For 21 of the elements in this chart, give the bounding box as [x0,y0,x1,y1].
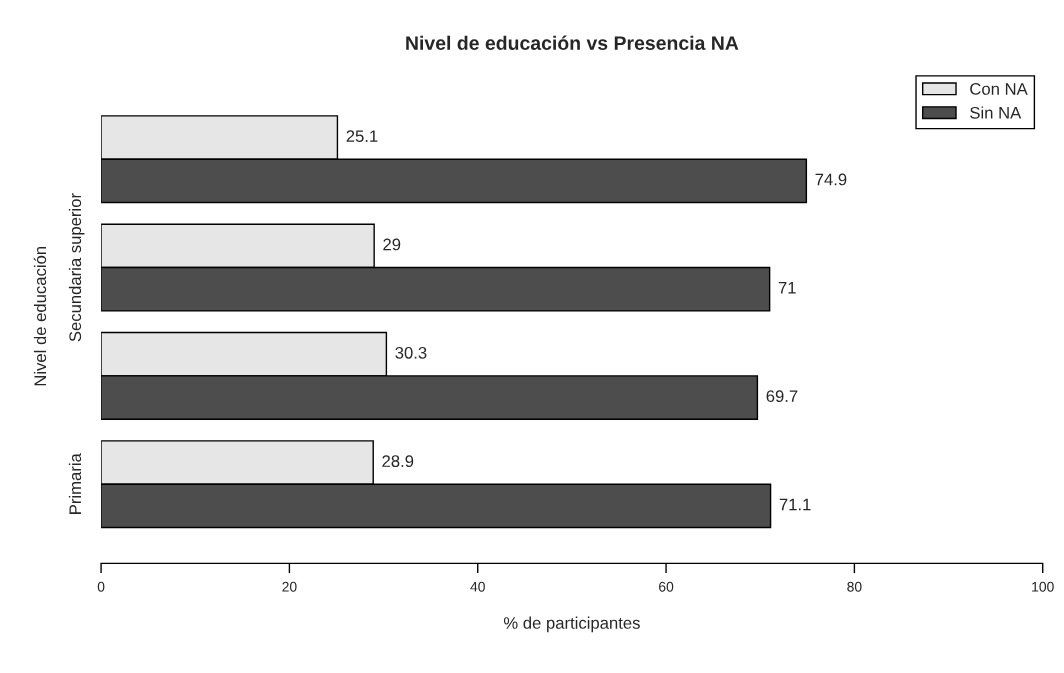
x-tick-label: 20 [282,581,297,592]
x-tick-label: 60 [659,581,674,592]
data-label: 29 [383,238,401,251]
y-tick-label: Secundaria superior [68,193,85,342]
y-tick-label: Primaria [68,453,82,514]
x-tick-label: 80 [847,581,862,592]
data-label: 69.7 [766,390,798,403]
y-axis-title: Nivel de educación [33,246,47,386]
data-label: 28.9 [382,455,414,468]
legend-label: Sin NA [970,106,1022,119]
x-tick-label: 40 [470,581,485,592]
data-label: 30.3 [395,346,427,359]
data-label: 74.9 [815,173,847,186]
x-tick-label: 0 [97,581,105,592]
x-axis-title: % de participantes [503,616,640,633]
legend-label: Con NA [970,83,1028,95]
data-label: 25.1 [346,130,378,143]
x-tick-label: 100 [1032,581,1054,592]
data-label: 71.1 [779,498,811,511]
chart-title: Nivel de educación vs Presencia NA [406,35,739,50]
data-label: 71 [778,282,796,294]
